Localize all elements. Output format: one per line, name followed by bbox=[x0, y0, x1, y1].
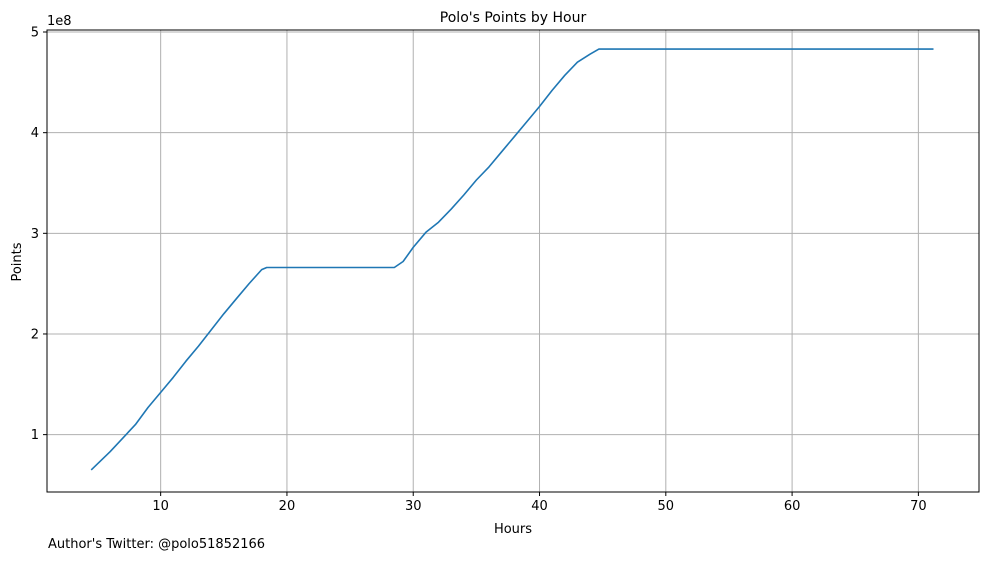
points-series-line bbox=[90, 48, 934, 471]
x-tick-label: 70 bbox=[910, 499, 927, 514]
plot-frame bbox=[46, 29, 980, 493]
x-tick-label: 10 bbox=[152, 499, 169, 514]
chart-title: Polo's Points by Hour bbox=[440, 10, 587, 26]
plot-area bbox=[47, 30, 979, 492]
x-axis-ticks: 10 20 30 40 50 60 70 bbox=[152, 492, 927, 514]
x-tick-label: 40 bbox=[531, 499, 548, 514]
y-tick-label: 1 bbox=[31, 428, 39, 443]
author-twitter-note: Author's Twitter: @polo51852166 bbox=[48, 537, 266, 552]
y-tick-label: 3 bbox=[31, 227, 39, 242]
x-axis-label: Hours bbox=[494, 522, 532, 537]
x-tick-label: 30 bbox=[405, 499, 422, 514]
data-lines bbox=[90, 48, 934, 471]
y-offset-text: 1e8 bbox=[47, 14, 72, 29]
y-tick-label: 4 bbox=[31, 126, 39, 141]
y-tick-label: 2 bbox=[31, 327, 39, 342]
y-tick-label: 5 bbox=[31, 26, 39, 41]
y-axis-label: Points bbox=[10, 242, 25, 281]
x-tick-label: 20 bbox=[279, 499, 296, 514]
x-tick-label: 50 bbox=[658, 499, 675, 514]
grid bbox=[47, 30, 979, 492]
x-tick-label: 60 bbox=[784, 499, 801, 514]
y-axis-ticks: 1 2 3 4 5 bbox=[31, 26, 47, 443]
